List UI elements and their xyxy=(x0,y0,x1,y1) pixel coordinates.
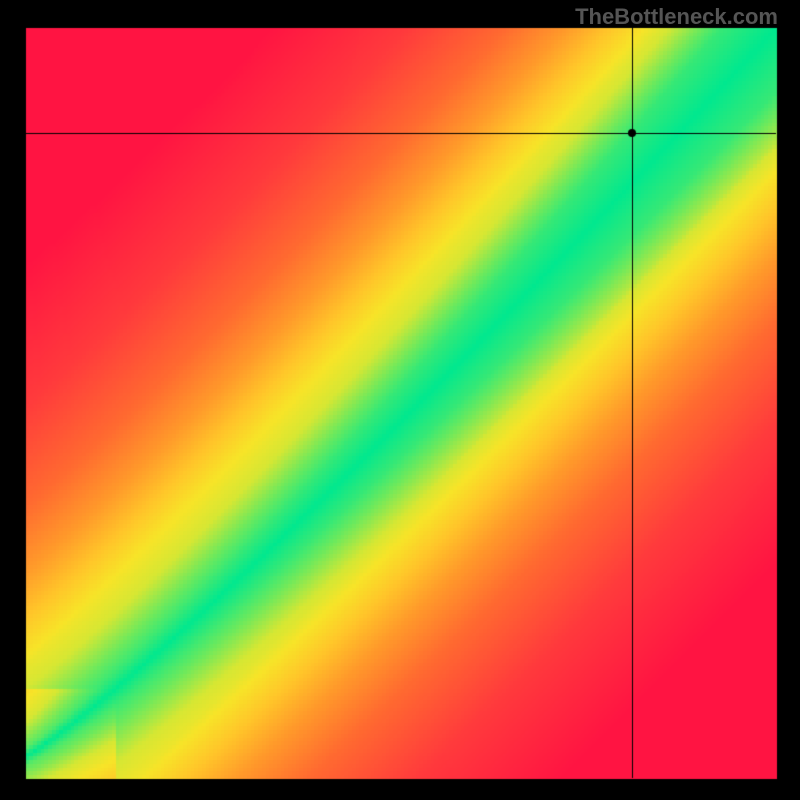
bottleneck-heatmap xyxy=(0,0,800,800)
watermark-text: TheBottleneck.com xyxy=(575,4,778,30)
chart-container: TheBottleneck.com xyxy=(0,0,800,800)
